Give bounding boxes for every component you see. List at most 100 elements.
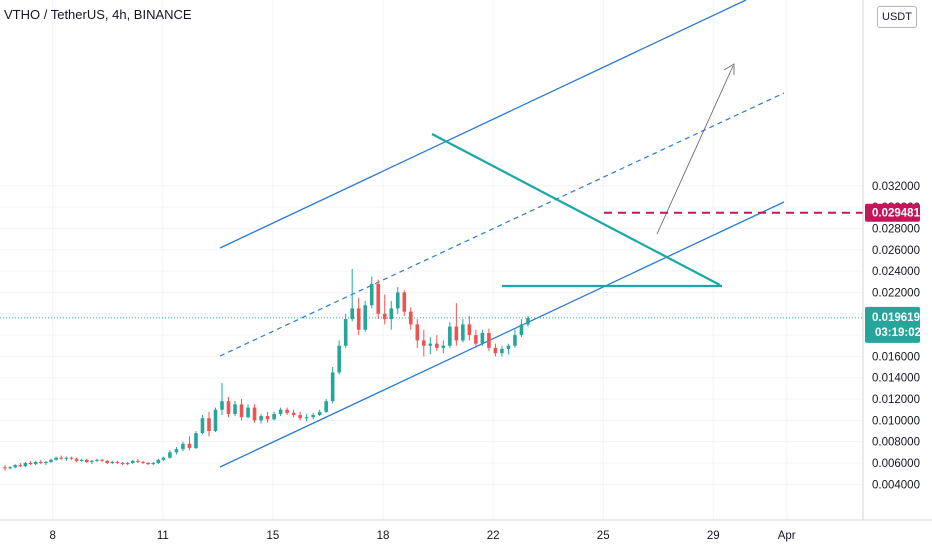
price-tick-label: 0.026000 [872,245,920,257]
candle-body [356,308,361,330]
candle-up [181,441,185,452]
candle-up [95,458,99,462]
candle-body [8,467,12,469]
candle-body [3,467,7,469]
candle-body [304,417,309,419]
candle-down [382,294,387,325]
candle-body [156,459,161,463]
candle-body [285,409,289,413]
candle-up [174,447,179,455]
triangle-upper-line [431,133,721,286]
candle-body [174,449,179,453]
time-axis[interactable]: 8 11 15 18 22 25 29 Apr [49,530,795,542]
time-tick-label: 25 [597,530,610,542]
candle-body [226,401,231,414]
price-badges: 0.029481 0.019619 03:19:02 [865,203,921,343]
candle-up [363,300,368,332]
candle-body [298,415,302,419]
candle-down [69,456,74,460]
candle-down [291,409,296,418]
candle-up [519,319,524,338]
price-tick-label: 0.008000 [872,437,920,449]
last-price-label: 0.019619 [872,312,920,324]
candle-down [141,460,145,465]
candle-body [187,443,192,449]
plot-area[interactable] [0,0,863,520]
price-tick-label: 0.012000 [872,394,920,406]
gridlines [0,0,863,520]
candle-body [74,458,79,461]
candle-down [376,279,381,320]
candle-up [8,466,12,470]
candle-body [28,463,33,465]
candle-up [213,407,218,433]
candle-down [415,319,420,348]
candle-up [448,322,452,348]
candle-body [194,433,198,449]
candle-body [330,372,335,402]
candle-body [141,461,145,463]
countdown-label: 03:19:02 [875,327,921,339]
candle-up [304,413,309,422]
candle-body [278,409,283,414]
candle-down [74,457,79,462]
candle-down [120,461,125,466]
candle-body [239,404,244,418]
candle-up [526,315,530,327]
candle-body [151,463,155,465]
price-tick-label: 0.032000 [872,181,920,193]
candle-up [64,456,69,461]
candle-up [44,460,48,466]
candle-up [343,313,348,348]
candle-body [168,452,172,458]
candle-body [441,345,446,348]
candle-up [49,458,53,463]
candle-body [428,343,433,346]
candle-body [79,459,84,461]
candle-body [105,460,109,463]
channel-mid-line [219,92,785,357]
candle-down [136,458,140,463]
candle-body [220,401,224,410]
price-tick-label: 0.004000 [872,479,920,491]
candle-down [146,461,150,466]
time-tick-label: 22 [487,530,500,542]
candle-body [487,332,491,348]
candle-body [200,418,205,434]
candle-body [59,457,64,459]
time-tick-label: 29 [707,530,720,542]
candle-down [226,396,231,418]
candle-down [454,303,459,346]
candle-up [246,404,250,419]
price-tick-label: 0.016000 [872,351,920,363]
candle-body [500,348,504,354]
candle-down [3,465,7,471]
candle-up [278,407,283,417]
candle-body [506,345,511,349]
candle-up [259,413,263,424]
candle-body [493,347,498,354]
candle-up [79,458,84,462]
candle-down [18,463,23,468]
candle-down [105,459,109,465]
candle-body [513,335,517,346]
candle-up [90,459,94,465]
channel-lower-line [219,201,785,468]
candle-body [324,401,328,412]
candle-body [376,283,381,314]
currency-selector[interactable]: USDT [877,6,917,28]
candle-body [350,308,354,320]
candle-up [200,415,205,435]
candle-body [130,460,135,463]
candle-down [474,329,478,348]
candle-body [13,465,18,468]
candle-up [428,337,433,355]
candle-body [480,332,485,344]
candle-down [467,315,472,341]
candle-body [343,319,348,346]
price-tick-label: 0.024000 [872,266,920,278]
candle-up [110,460,115,465]
candle-up [233,401,237,417]
chart-title: VTHO / TetherUS, 4h, BINANCE [4,7,192,22]
